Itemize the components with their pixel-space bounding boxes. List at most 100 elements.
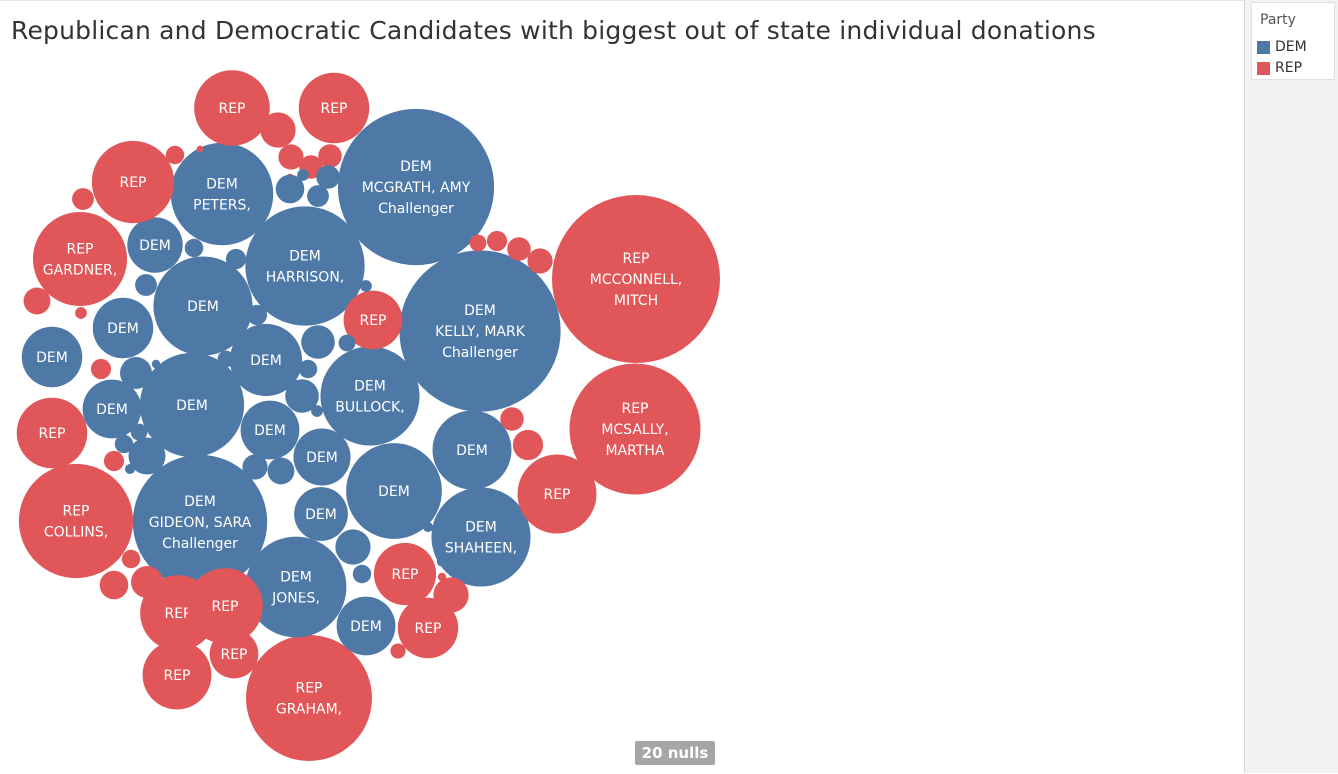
small-bubble-dem[interactable]: [130, 423, 148, 441]
bubble-circle[interactable]: [337, 108, 495, 266]
bubble-circle[interactable]: [170, 142, 274, 246]
small-bubble-dem[interactable]: [256, 446, 270, 460]
small-bubble-rep[interactable]: [260, 112, 296, 148]
bubble-circle[interactable]: [320, 346, 420, 446]
small-bubble-dem[interactable]: [436, 557, 446, 567]
small-bubble-rep[interactable]: [486, 230, 508, 252]
bubble-dem-15[interactable]: DEM: [346, 443, 442, 539]
bubble-dem-25[interactable]: DEM: [294, 487, 348, 541]
small-bubble-dem[interactable]: [124, 463, 136, 475]
small-bubble-dem[interactable]: [335, 529, 371, 565]
small-bubble-dem[interactable]: [316, 165, 340, 189]
small-bubble-rep[interactable]: [90, 358, 112, 380]
small-bubble-dem[interactable]: [217, 350, 235, 368]
bubble-circle[interactable]: [21, 326, 83, 388]
bubble-circle[interactable]: [187, 568, 263, 644]
bubble-graham[interactable]: REP GRAHAM,: [246, 635, 372, 761]
bubble-bullock[interactable]: DEM BULLOCK,: [320, 346, 420, 446]
small-bubble-rep[interactable]: [72, 188, 94, 210]
bubble-dem-24[interactable]: DEM: [127, 217, 183, 273]
small-bubble-rep[interactable]: [99, 570, 129, 600]
bubble-dem-20[interactable]: DEM: [82, 379, 142, 439]
bubble-dem-16[interactable]: DEM: [432, 410, 512, 490]
bubble-rep-27[interactable]: REP: [517, 454, 597, 534]
bubble-mcconnell-mitch[interactable]: REP MCCONNELL, MITCH: [552, 195, 720, 363]
bubble-circle[interactable]: [298, 72, 370, 144]
bubble-circle[interactable]: [194, 70, 270, 146]
small-bubble-dem[interactable]: [184, 238, 204, 258]
small-bubble-rep[interactable]: [469, 234, 487, 252]
bubble-rep-31[interactable]: REP: [298, 72, 370, 144]
bubble-mcsally-martha[interactable]: REP MCSALLY, MARTHA: [569, 363, 701, 495]
small-bubble-dem[interactable]: [307, 185, 329, 207]
bubble-dem-22[interactable]: DEM: [336, 596, 396, 656]
bubble-shaheen[interactable]: DEM SHAHEEN,: [431, 487, 531, 587]
nulls-indicator[interactable]: 20 nulls: [635, 741, 715, 765]
bubble-rep-33[interactable]: REP: [142, 640, 212, 710]
bubble-dem-14[interactable]: DEM: [153, 256, 253, 356]
small-bubble-dem[interactable]: [225, 248, 247, 270]
bubble-rep-26[interactable]: REP: [91, 140, 175, 224]
small-bubble-rep[interactable]: [165, 145, 185, 165]
small-bubble-dem[interactable]: [311, 405, 323, 417]
small-bubble-rep[interactable]: [206, 626, 218, 638]
bubble-rep-37[interactable]: REP: [209, 629, 259, 679]
small-bubble-rep[interactable]: [131, 566, 163, 598]
bubble-circle[interactable]: [432, 410, 512, 490]
small-bubble-dem[interactable]: [352, 564, 372, 584]
small-bubble-dem[interactable]: [120, 357, 152, 389]
bubble-circle[interactable]: [399, 250, 561, 412]
small-bubble-dem[interactable]: [323, 576, 331, 584]
bubble-kelly-mark[interactable]: DEM KELLY, MARK Challenger: [399, 250, 561, 412]
small-bubble-dem[interactable]: [301, 325, 335, 359]
bubble-circle[interactable]: [552, 195, 720, 363]
bubble-circle[interactable]: [32, 211, 128, 307]
bubble-circle[interactable]: [245, 536, 347, 638]
small-bubble-dem[interactable]: [422, 521, 434, 533]
bubble-circle[interactable]: [431, 487, 531, 587]
small-bubble-dem[interactable]: [128, 437, 166, 475]
small-bubble-rep[interactable]: [318, 144, 342, 168]
bubble-gardner[interactable]: REP GARDNER,: [32, 211, 128, 307]
small-bubble-dem[interactable]: [279, 370, 297, 388]
small-bubble-rep[interactable]: [437, 572, 447, 582]
bubble-rep-34[interactable]: REP: [373, 542, 437, 606]
bubble-dem-19[interactable]: DEM: [21, 326, 83, 388]
bubble-circle[interactable]: [18, 463, 134, 579]
bubble-circle[interactable]: [92, 297, 154, 359]
bubble-circle[interactable]: [139, 352, 245, 458]
bubble-circle[interactable]: [397, 597, 459, 659]
small-bubble-rep[interactable]: [75, 307, 87, 319]
small-bubble-dem[interactable]: [298, 359, 318, 379]
bubble-mcgrath-amy[interactable]: DEM MCGRATH, AMY Challenger: [337, 108, 495, 266]
small-bubble-dem[interactable]: [285, 379, 319, 413]
bubble-peters[interactable]: DEM PETERS,: [170, 142, 274, 246]
small-bubble-rep[interactable]: [278, 144, 304, 170]
legend-item-rep[interactable]: REP: [1257, 60, 1302, 76]
small-bubble-rep[interactable]: [390, 643, 406, 659]
bubble-harrison[interactable]: DEM HARRISON,: [245, 206, 365, 326]
small-bubble-dem[interactable]: [267, 457, 295, 485]
legend-item-dem[interactable]: DEM: [1257, 39, 1307, 55]
bubble-rep-30[interactable]: REP: [194, 70, 270, 146]
bubble-circle[interactable]: [517, 454, 597, 534]
bubble-circle[interactable]: [343, 290, 403, 350]
small-bubble-dem[interactable]: [114, 434, 134, 454]
bubble-circle[interactable]: [209, 629, 259, 679]
small-bubble-dem[interactable]: [297, 169, 309, 181]
small-bubble-dem[interactable]: [360, 280, 372, 292]
small-bubble-rep[interactable]: [433, 577, 469, 613]
bubble-rep-35[interactable]: REP: [397, 597, 459, 659]
bubble-dem-23[interactable]: DEM: [293, 428, 351, 486]
bubble-rep-29[interactable]: REP: [187, 568, 263, 644]
bubble-circle[interactable]: [132, 454, 268, 590]
small-bubble-rep[interactable]: [527, 248, 553, 274]
small-bubble-rep[interactable]: [507, 237, 531, 261]
bubble-circle[interactable]: [373, 542, 437, 606]
small-bubble-rep[interactable]: [23, 287, 51, 315]
small-bubble-rep[interactable]: [500, 407, 524, 431]
small-bubble-dem[interactable]: [297, 579, 311, 593]
bubble-collins[interactable]: REP COLLINS,: [18, 463, 134, 579]
bubble-circle[interactable]: [127, 217, 183, 273]
